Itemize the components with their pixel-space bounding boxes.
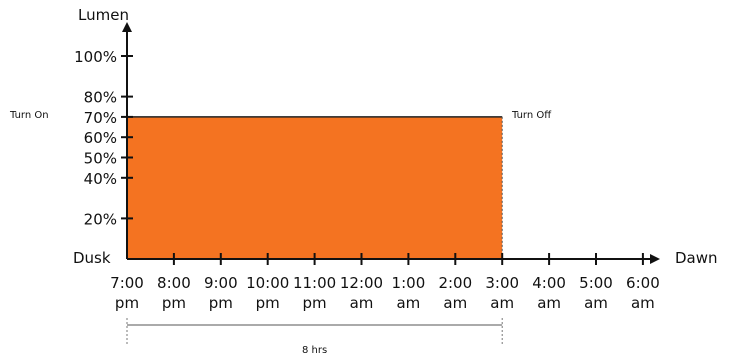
x-tick-label: 7:00 pm bbox=[110, 274, 144, 312]
y-axis-title: Lumen bbox=[78, 6, 129, 24]
x-tick-label: 2:00 am bbox=[438, 274, 472, 312]
y-tick-label: 100% bbox=[74, 48, 117, 66]
turn-on-annotation: Turn On bbox=[9, 110, 49, 121]
x-tick-label: 3:00 am bbox=[485, 274, 519, 312]
y-tick-label: 50% bbox=[84, 150, 117, 168]
x-tick-label: 10:00 pm bbox=[246, 274, 289, 312]
x-axis-arrow bbox=[650, 254, 660, 264]
light-on-area bbox=[127, 116, 503, 260]
x-tick-label: 11:00 pm bbox=[293, 274, 336, 312]
x-tick-label: 6:00 am bbox=[626, 274, 660, 312]
dusk-label: Dusk bbox=[73, 249, 111, 267]
y-tick-label: 40% bbox=[84, 170, 117, 188]
x-tick-label: 8:00 pm bbox=[157, 274, 191, 312]
x-tick-label: 4:00 am bbox=[532, 274, 566, 312]
y-ticks: 20% 40% 50% 60% 70% 80% 100% bbox=[74, 48, 133, 228]
y-tick-label: 20% bbox=[84, 210, 117, 228]
y-tick-label: 60% bbox=[84, 129, 117, 147]
x-tick-label: 9:00 pm bbox=[204, 274, 238, 312]
y-axis-arrow bbox=[122, 22, 132, 32]
turn-off-annotation: Turn Off bbox=[511, 110, 552, 121]
x-tick-label: 5:00 am bbox=[579, 274, 613, 312]
dawn-label: Dawn bbox=[675, 249, 718, 267]
x-tick-label: 12:00 am bbox=[340, 274, 383, 312]
duration-label: 8 hrs bbox=[302, 345, 327, 356]
y-tick-label: 80% bbox=[84, 89, 117, 107]
y-tick-label: 70% bbox=[84, 109, 117, 127]
x-tick-label: 1:00 am bbox=[392, 274, 426, 312]
